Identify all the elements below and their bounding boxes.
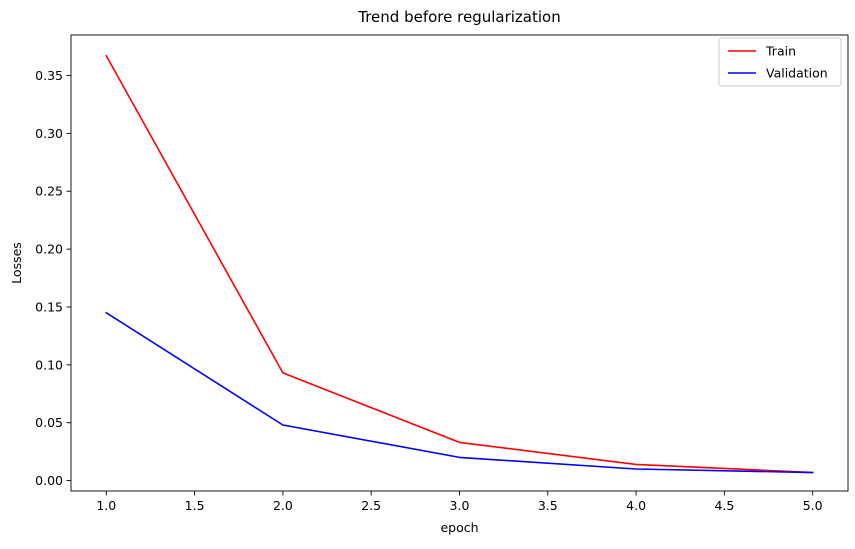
y-axis-ticks: 0.00 0.05 0.10 0.15 0.20 0.25 0.30 0.35: [35, 68, 71, 488]
plot-frame: [70, 34, 849, 492]
x-tick-label: 1.5: [185, 498, 205, 513]
y-tick-label: 0.15: [35, 299, 63, 314]
y-tick-label: 0.35: [35, 68, 63, 83]
x-tick-label: 3.5: [538, 498, 558, 513]
legend: Train Validation: [718, 37, 842, 87]
chart-title: Trend before regularization: [357, 8, 560, 26]
x-axis-label: epoch: [440, 520, 478, 535]
series-lines: [105, 54, 814, 474]
series-line-validation: [105, 311, 814, 474]
x-tick-label: 1.0: [96, 498, 116, 513]
y-axis-label: Losses: [9, 242, 24, 284]
x-tick-label: 4.0: [626, 498, 646, 513]
y-tick-label: 0.20: [35, 242, 63, 257]
legend-label-validation: Validation: [766, 66, 828, 81]
x-tick-label: 3.0: [450, 498, 470, 513]
legend-label-train: Train: [765, 44, 796, 59]
legend-box: [718, 37, 842, 87]
x-tick-label: 2.5: [361, 498, 381, 513]
x-tick-label: 2.0: [273, 498, 293, 513]
x-tick-label: 5.0: [803, 498, 823, 513]
x-axis-ticks: 1.0 1.5 2.0 2.5 3.0 3.5 4.0 4.5 5.0: [96, 491, 823, 513]
y-tick-label: 0.05: [35, 415, 63, 430]
y-tick-label: 0.30: [35, 126, 63, 141]
x-tick-label: 4.5: [714, 498, 734, 513]
y-tick-label: 0.10: [35, 357, 63, 372]
y-tick-label: 0.25: [35, 184, 63, 199]
y-tick-label: 0.00: [35, 473, 63, 488]
series-line-train: [105, 54, 814, 474]
plot-area: [70, 34, 849, 492]
